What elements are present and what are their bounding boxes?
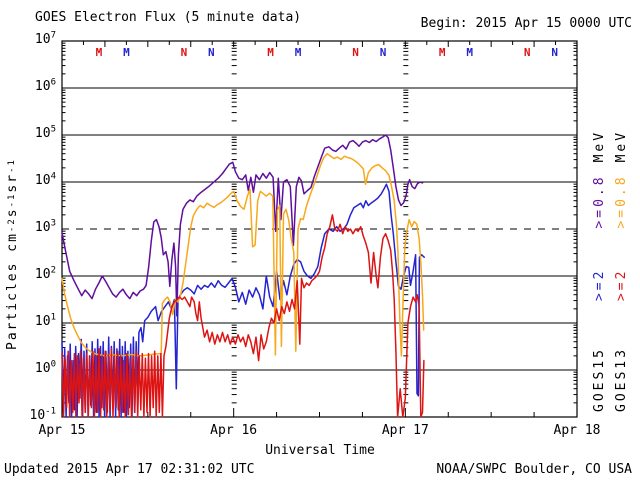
y-axis-label-segment: sr	[4, 172, 20, 193]
y-axis-label-segment: s	[4, 207, 20, 218]
legend-goes13-gte08-label: >=0.8	[614, 174, 629, 229]
marker-midnight: M	[123, 46, 130, 59]
y-tick-label-1e5: 105	[34, 124, 56, 141]
legend-goes15-label: GOES15	[592, 347, 607, 412]
marker-noon: N	[524, 46, 531, 59]
x-tick-label-apr-16: Apr 16	[210, 423, 258, 438]
updated-timestamp: Updated 2015 Apr 17 02:31:02 UTC	[4, 462, 255, 477]
marker-midnight: M	[96, 46, 103, 59]
legend-goes13-label: GOES13	[614, 347, 629, 412]
x-tick-label-apr-15: Apr 15	[38, 423, 86, 438]
y-tick-label-1e-1: 10-1	[29, 406, 57, 423]
marker-midnight: M	[295, 46, 302, 59]
marker-noon: N	[208, 46, 215, 59]
chart-title: GOES Electron Flux (5 minute data)	[35, 10, 302, 25]
source-attribution: NOAA/SWPC Boulder, CO USA	[436, 462, 632, 477]
marker-midnight: M	[439, 46, 446, 59]
series-goes13-gte0p8mev	[61, 153, 425, 357]
legend-goes15-gte2-label: >=2	[592, 268, 607, 302]
series-goes15-gte2mev	[61, 183, 425, 418]
y-axis-label-segment: Particles cm	[4, 232, 20, 350]
series-goes15-gte0p8mev	[61, 134, 424, 317]
legend-goes15-gte08-label: >=0.8	[592, 174, 607, 229]
y-axis-label: Particles cm -2 s -1 sr -1	[4, 158, 20, 350]
legend-goes13-gte2-label: >=2	[614, 268, 629, 302]
legend-column-goes13: GOES13 >=2 >=0.8 MeV	[614, 130, 629, 412]
y-tick-label-1e2: 102	[34, 265, 56, 282]
x-tick-label-apr-17: Apr 17	[381, 423, 429, 438]
marker-noon: N	[181, 46, 188, 59]
x-tick-label-apr-18: Apr 18	[553, 423, 601, 438]
marker-noon: N	[352, 46, 359, 59]
marker-midnight: M	[466, 46, 473, 59]
y-tick-label-1e1: 101	[34, 312, 56, 329]
y-tick-label-1e6: 106	[34, 77, 56, 94]
x-axis-label: Universal Time	[265, 443, 375, 458]
marker-midnight: M	[267, 46, 274, 59]
marker-noon: N	[380, 46, 387, 59]
y-tick-label-1e3: 103	[34, 218, 56, 235]
series-goes13-gte2mev	[61, 214, 425, 418]
y-tick-label-1e7: 107	[34, 30, 56, 47]
marker-noon: N	[551, 46, 558, 59]
legend-column-goes15: GOES15 >=2 >=0.8 MeV	[592, 130, 607, 412]
legend-goes15-unit: MeV	[592, 129, 607, 163]
y-tick-label-1e4: 104	[34, 171, 56, 188]
y-tick-label-1e0: 100	[34, 359, 56, 376]
begin-time-label: Begin: 2015 Apr 15 0000 UTC	[420, 16, 632, 31]
legend-goes13-unit: MeV	[614, 129, 629, 163]
plot-border	[61, 40, 578, 418]
